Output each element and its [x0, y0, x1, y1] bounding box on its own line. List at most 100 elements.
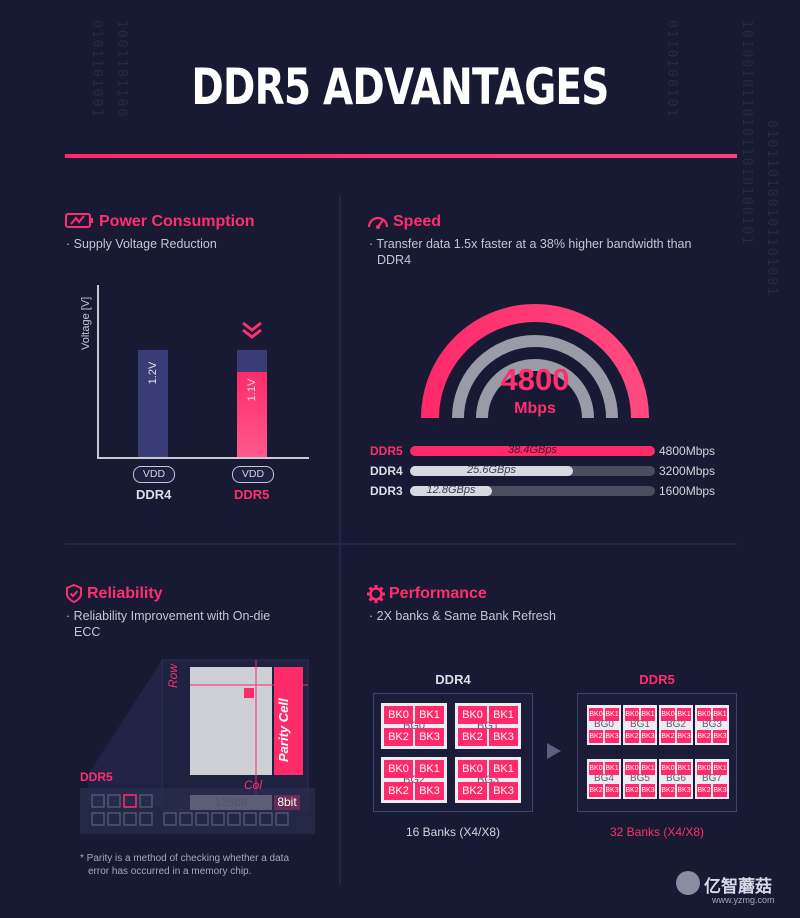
speed-row-label: DDR3	[370, 484, 403, 498]
bank-cell: BK1	[677, 708, 691, 721]
ddr4-voltage-label: 1.2V	[147, 361, 159, 385]
bg-binary-column: 0101101001	[89, 20, 104, 119]
bank-group-label: BG6	[665, 773, 686, 784]
bank-group-label: BG3	[701, 719, 722, 730]
ddr4-label: DDR4	[136, 487, 172, 502]
row-label: Row	[166, 663, 180, 688]
battery-icon	[65, 213, 93, 228]
gear-icon	[367, 585, 385, 603]
bg-binary-column: 0110100101	[664, 20, 679, 119]
speed-rate-label: 1600Mbps	[659, 484, 716, 498]
voltage-axis-label: Voltage [V]	[80, 296, 92, 350]
bank-group-label: BG1	[629, 719, 650, 730]
bank-cell: BK1	[415, 706, 444, 724]
ddr5-banks-title: DDR5	[639, 672, 675, 687]
bank-cell: BK3	[641, 730, 655, 743]
page-title: DDR5 ADVANTAGES	[191, 58, 609, 116]
speed-subtitle-line1: · Transfer data 1.5x faster at a 38% hig…	[369, 237, 692, 251]
bank-cell: BK0	[697, 762, 711, 775]
data-bits-label: 128bit	[214, 795, 248, 809]
bg-binary-column: 010110100101101001	[764, 120, 779, 297]
bank-cell: BK2	[661, 730, 675, 743]
bank-cell: BK0	[625, 708, 639, 721]
speed-title: Speed	[393, 213, 442, 230]
bank-cell: BK0	[589, 762, 603, 775]
speed-row-label: DDR4	[370, 464, 403, 478]
bank-cell: BK1	[605, 708, 619, 721]
arrow-right-icon	[547, 743, 561, 759]
bank-cell: BK3	[677, 730, 691, 743]
speed-bar	[410, 466, 573, 476]
bank-cell: BK2	[458, 782, 487, 800]
ddr5-reduction-bar	[237, 350, 267, 373]
ddr4-banks-caption: 16 Banks (X4/X8)	[405, 825, 501, 839]
bank-cell: BK3	[713, 784, 727, 797]
bank-cell: BK2	[697, 784, 711, 797]
ecc-diagram	[80, 659, 315, 834]
speed-gauge	[421, 304, 649, 419]
watermark-brand: 亿智蘑菇	[704, 877, 772, 896]
bg-binary-column: 1001101100	[114, 20, 129, 119]
bank-cell: BK3	[489, 728, 518, 746]
title-underline	[65, 154, 737, 158]
bank-cell: BK1	[713, 708, 727, 721]
bank-group-label: BG4	[593, 773, 614, 784]
bank-cell: BK0	[458, 760, 487, 778]
mushroom-logo-icon	[676, 871, 700, 895]
bank-cell: BK2	[589, 730, 603, 743]
ddr5-label: DDR5	[234, 487, 270, 502]
footnote-line1: * Parity is a method of checking whether…	[80, 853, 290, 864]
speed-bandwidth-label: 12.8GBps	[426, 484, 476, 496]
ddr4-banks-title: DDR4	[435, 672, 471, 687]
bank-cell: BK3	[415, 728, 444, 746]
bank-cell: BK0	[625, 762, 639, 775]
performance-subtitle: · 2X banks & Same Bank Refresh	[369, 609, 556, 623]
horizontal-divider	[65, 543, 737, 545]
bank-cell: BK2	[589, 784, 603, 797]
ddr4-voltage-bar	[138, 350, 168, 457]
bank-cell: BK1	[677, 762, 691, 775]
bank-cell: BK3	[641, 784, 655, 797]
ddr5-voltage-bar	[237, 372, 267, 457]
parity-footnote: * Parity is a method of checking whether…	[80, 852, 320, 878]
bank-cell: BK0	[661, 708, 675, 721]
bank-cell: BK0	[697, 708, 711, 721]
ddr5-vdd-pill: VDD	[232, 466, 274, 483]
bank-group-label: BG2	[665, 719, 686, 730]
speed-subtitle-line2: DDR4	[377, 253, 412, 267]
reliability-subtitle-line2: ECC	[74, 625, 101, 639]
bank-cell: BK2	[661, 784, 675, 797]
speedometer-icon	[367, 216, 389, 229]
bank-cell: BK0	[661, 762, 675, 775]
bank-cell: BK2	[384, 728, 413, 746]
bank-cell: BK3	[713, 730, 727, 743]
speed-rate-label: 4800Mbps	[659, 444, 716, 458]
bank-cell: BK2	[458, 728, 487, 746]
bank-cell: BK0	[589, 708, 603, 721]
bank-cell: BK3	[677, 784, 691, 797]
bank-cell: BK2	[384, 782, 413, 800]
bank-cell: BK3	[605, 730, 619, 743]
speed-track	[410, 486, 655, 496]
col-label: Col	[244, 778, 263, 792]
footnote-line2: error has occurred in a memory chip.	[88, 866, 252, 877]
ddr4-vdd-pill: VDD	[133, 466, 175, 483]
bank-cell: BK1	[641, 708, 655, 721]
shield-check-icon	[66, 584, 82, 604]
bg-binary-column: 10100101101011010100101	[739, 20, 754, 247]
bank-cell: BK0	[384, 706, 413, 724]
reliability-title: Reliability	[87, 585, 163, 602]
performance-title: Performance	[389, 585, 487, 602]
bank-group-label: BG5	[629, 773, 650, 784]
chip-label: DDR5	[80, 770, 113, 784]
bank-cell: BK2	[697, 730, 711, 743]
watermark-url: www.yzmg.com	[712, 895, 775, 905]
power-title: Power Consumption	[99, 213, 255, 230]
bank-cell: BK3	[605, 784, 619, 797]
speed-rate-label: 3200Mbps	[659, 464, 716, 478]
x-axis	[97, 457, 309, 459]
bank-cell: BK1	[489, 706, 518, 724]
reliability-subtitle-line1: · Reliability Improvement with On-die	[66, 609, 271, 623]
bank-cell: BK2	[625, 784, 639, 797]
parity-bits-label: 8bit	[277, 795, 297, 809]
